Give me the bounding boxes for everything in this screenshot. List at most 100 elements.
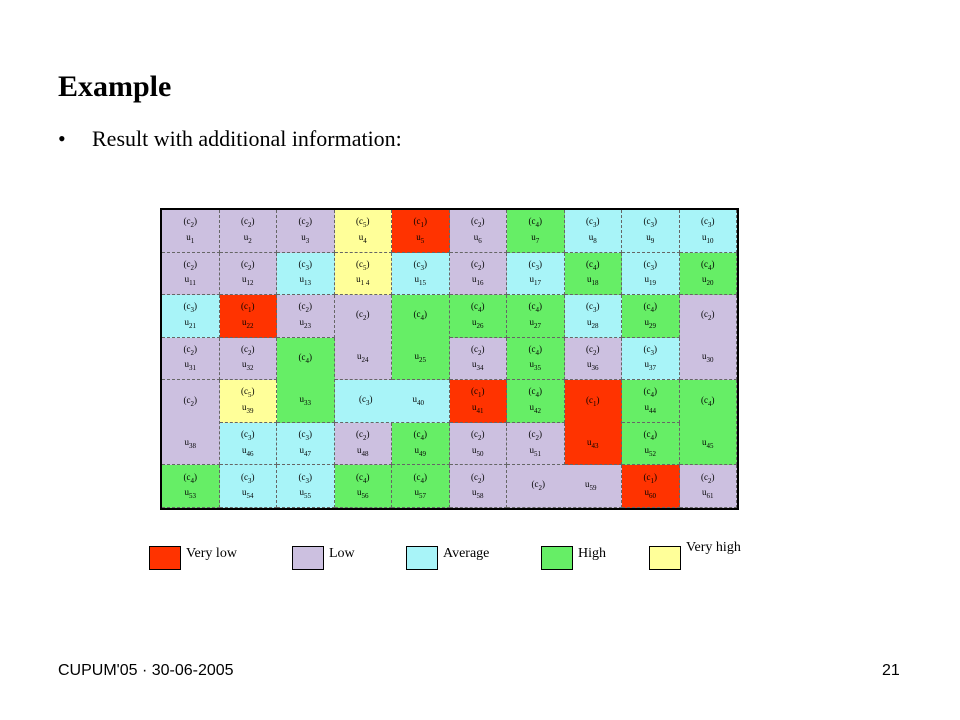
grid-cell-u34: (c2) u34 bbox=[449, 337, 507, 381]
cell-class-label: (c3) bbox=[643, 216, 658, 229]
cell-class-label: (c2) bbox=[528, 429, 543, 442]
cell-unit-label: u50 bbox=[472, 444, 484, 458]
cell-unit-label: u17 bbox=[529, 274, 542, 288]
cell-unit-label: u19 bbox=[644, 274, 657, 288]
grid-cell-u15: (c3) u15 bbox=[392, 252, 450, 296]
cell-class-label: (c3) bbox=[241, 429, 255, 442]
cell-class-label: (c1) bbox=[241, 301, 255, 315]
cell-unit-label: u24 bbox=[357, 351, 369, 365]
cell-unit-label: u11 bbox=[184, 274, 196, 288]
cell-class-label: (c2) bbox=[183, 216, 198, 229]
bullet-text: Result with additional information: bbox=[92, 126, 402, 151]
grid-cell-u29: (c4) u29 bbox=[622, 295, 680, 338]
cell-unit-label: u13 bbox=[299, 274, 312, 288]
grid-cell-u54: (c3) u54 bbox=[219, 465, 277, 508]
cell-unit-label: u1 bbox=[186, 231, 195, 245]
grid-cell-u35: (c4) u35 bbox=[507, 337, 565, 381]
cell-class-label: (c2) bbox=[701, 471, 715, 485]
legend-swatch-low bbox=[292, 546, 324, 570]
cell-class-label: (c4) bbox=[701, 394, 715, 408]
cell-class-label: (c4) bbox=[356, 471, 370, 485]
footer-page-number: 21 bbox=[882, 662, 900, 679]
cell-unit-label: u18 bbox=[587, 274, 599, 288]
cell-class-label: (c4) bbox=[643, 301, 658, 315]
grid-cell-u42: (c4) u42 bbox=[507, 380, 565, 423]
cell-class-label: (c2) bbox=[586, 343, 600, 357]
cell-class-label: (c4) bbox=[413, 429, 428, 442]
grid-cell-u27: (c4) u27 bbox=[507, 295, 565, 338]
cell-unit-label: u57 bbox=[414, 487, 427, 500]
cell-class-label: (c1) bbox=[586, 394, 600, 408]
cell-unit-label: u3 bbox=[301, 231, 310, 245]
grid-cell-u9: (c3) u9 bbox=[622, 210, 680, 253]
grid-cell-u14: (c5) u1 4 bbox=[334, 252, 392, 296]
cell-unit-label: u7 bbox=[531, 231, 540, 245]
cell-class-label: (c2) bbox=[241, 258, 255, 272]
cell-class-label: (c3) bbox=[359, 394, 373, 408]
cell-class-label: (c2) bbox=[471, 429, 485, 442]
grid-cell-u6: (c2) u6 bbox=[449, 210, 507, 253]
cell-unit-label: u61 bbox=[702, 487, 714, 500]
slide-title: Example bbox=[58, 70, 172, 103]
grid-cell-u32: (c2) u32 bbox=[219, 337, 277, 381]
grid-cell-u23: (c2) u23 bbox=[277, 295, 335, 338]
cell-unit-label: u9 bbox=[646, 231, 655, 245]
cell-unit-label: u26 bbox=[472, 316, 484, 330]
cell-class-label: (c4) bbox=[413, 309, 428, 323]
cell-unit-label: u33 bbox=[299, 394, 312, 407]
grid-cell-u12: (c2) u12 bbox=[219, 252, 277, 296]
cell-unit-label: u41 bbox=[472, 402, 484, 415]
cell-class-label: (c1) bbox=[413, 216, 428, 229]
grid-cell-u49: (c4) u49 bbox=[392, 422, 450, 466]
grid-cell-u58: (c2) u58 bbox=[449, 465, 507, 508]
cell-class-label: (c4) bbox=[471, 301, 485, 315]
cell-unit-label: u28 bbox=[587, 316, 599, 330]
grid-cell-u4: (c5) u4 bbox=[334, 210, 392, 253]
grid-cell-u28: (c3) u28 bbox=[564, 295, 622, 338]
cell-class-label: (c2) bbox=[471, 216, 485, 229]
cell-unit-label: u36 bbox=[587, 359, 599, 373]
cell-unit-label: u45 bbox=[702, 436, 714, 450]
cell-unit-label: u21 bbox=[184, 316, 197, 330]
cell-unit-label: u5 bbox=[416, 231, 425, 245]
cell-unit-label: u42 bbox=[529, 402, 542, 415]
cell-class-label: (c4) bbox=[528, 216, 543, 229]
cell-unit-label: u51 bbox=[529, 444, 542, 458]
cell-unit-label: u23 bbox=[299, 316, 312, 330]
cell-class-label: (c4) bbox=[183, 471, 198, 485]
cell-unit-label: u25 bbox=[414, 351, 427, 365]
cell-class-label: (c3) bbox=[701, 216, 715, 229]
cell-class-label: (c4) bbox=[701, 258, 715, 272]
cell-class-label: (c2) bbox=[471, 258, 485, 272]
legend-swatch-high bbox=[541, 546, 573, 570]
grid-cell-u19: (c3) u19 bbox=[622, 252, 680, 296]
footer-conference-date: CUPUM'05 · 30-06-2005 bbox=[58, 662, 234, 679]
grid-cell-u3: (c2) u3 bbox=[277, 210, 335, 253]
cell-unit-label: u32 bbox=[242, 359, 254, 373]
grid-cell-u5: (c1) u5 bbox=[392, 210, 450, 253]
cell-class-label: (c3) bbox=[586, 301, 600, 315]
cell-class-label: (c5) bbox=[356, 216, 370, 229]
legend-swatch-very-high bbox=[649, 546, 681, 570]
cell-class-label: (c2) bbox=[241, 343, 255, 357]
grid-cell-u26: (c4) u26 bbox=[449, 295, 507, 338]
cell-unit-label: u49 bbox=[414, 444, 427, 458]
grid-cell-u18: (c4) u18 bbox=[564, 252, 622, 296]
grid-cell-u53: (c4) u53 bbox=[162, 465, 220, 508]
grid-cell-u55: (c3) u55 bbox=[277, 465, 335, 508]
cell-class-label: (c2) bbox=[241, 216, 255, 229]
grid-cell-u17: (c3) u17 bbox=[507, 252, 565, 296]
cell-unit-label: u40 bbox=[412, 394, 425, 408]
cell-unit-label: u10 bbox=[702, 231, 714, 245]
cell-class-label: (c4) bbox=[528, 343, 543, 357]
grid-cell-u57: (c4) u57 bbox=[392, 465, 450, 508]
legend-label-very-low: Very low bbox=[186, 546, 237, 561]
cell-class-label: (c5) bbox=[356, 258, 370, 272]
cell-unit-label: u6 bbox=[473, 231, 482, 245]
grid-cell-u20: (c4) u20 bbox=[679, 252, 737, 296]
grid-cell-u51: (c2) u51 bbox=[507, 422, 565, 466]
cell-class-label: (c1) bbox=[471, 386, 485, 400]
cell-class-label: (c2) bbox=[298, 216, 313, 229]
grid-cell-u13: (c3) u13 bbox=[277, 252, 335, 296]
cell-class-label: (c4) bbox=[528, 386, 543, 400]
